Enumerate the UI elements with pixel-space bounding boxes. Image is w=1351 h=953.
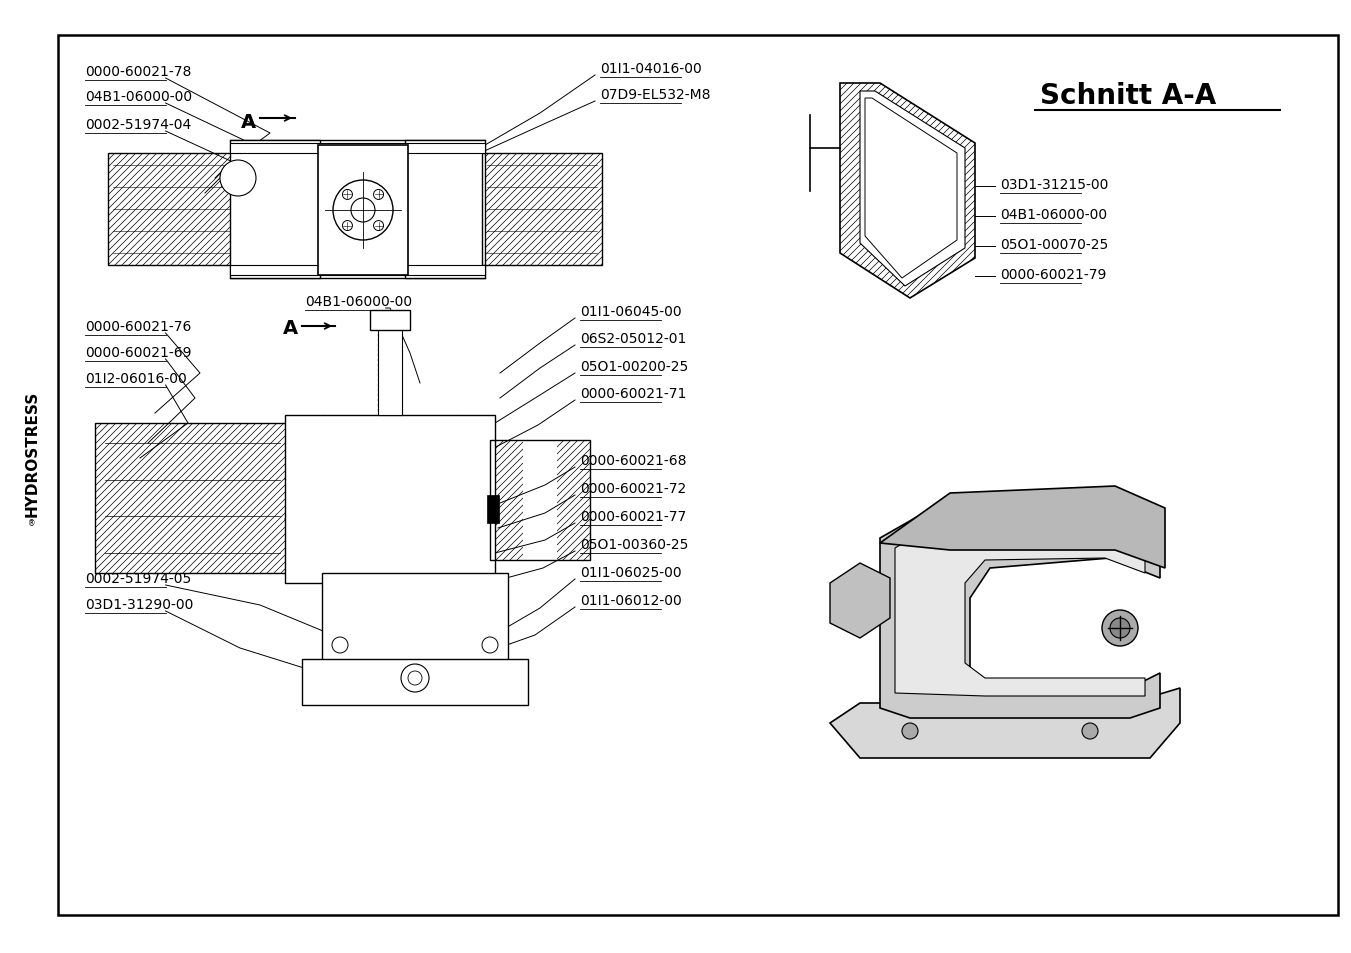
Bar [370,311,409,331]
Polygon shape [894,514,1146,697]
Polygon shape [880,486,1165,568]
Text: 01I1-04016-00: 01I1-04016-00 [600,62,701,76]
Text: Schnitt A-A: Schnitt A-A [1040,82,1216,110]
Bar [482,153,603,266]
Text: 03D1-31215-00: 03D1-31215-00 [1000,178,1108,192]
Circle shape [1102,610,1138,646]
Bar [108,153,236,266]
Bar [230,141,320,278]
Text: 03D1-31290-00: 03D1-31290-00 [85,598,193,612]
Bar [490,440,590,560]
Text: 01I1-06045-00: 01I1-06045-00 [580,305,682,318]
Bar [378,320,403,416]
Text: A: A [282,319,297,338]
Text: 0000-60021-79: 0000-60021-79 [1000,268,1106,282]
Bar [303,659,528,705]
Bar [230,266,485,275]
Bar [95,423,290,574]
Text: 06S2-05012-01: 06S2-05012-01 [580,332,686,346]
Bar [486,496,499,523]
Text: 0002-51974-05: 0002-51974-05 [85,572,192,585]
Text: 05O1-00070-25: 05O1-00070-25 [1000,237,1108,252]
Text: A: A [240,112,255,132]
Bar [317,146,408,275]
Bar [285,416,494,583]
Circle shape [1082,723,1098,740]
Bar [230,144,485,153]
Circle shape [902,723,917,740]
Text: 0000-60021-76: 0000-60021-76 [85,319,192,334]
Bar [405,141,485,278]
Circle shape [482,638,499,654]
Text: 01I2-06016-00: 01I2-06016-00 [85,372,186,386]
Polygon shape [880,489,1161,719]
Text: 05O1-00200-25: 05O1-00200-25 [580,359,688,374]
Text: ®: ® [28,519,35,528]
Text: 0000-60021-72: 0000-60021-72 [580,481,686,496]
Polygon shape [830,563,890,639]
Polygon shape [861,91,965,287]
Circle shape [1111,618,1129,639]
Text: 04B1-06000-00: 04B1-06000-00 [85,90,192,104]
Text: 0002-51974-04: 0002-51974-04 [85,118,192,132]
Bar [322,574,508,663]
Text: HYDROSTRESS: HYDROSTRESS [24,391,39,517]
Text: 0000-60021-71: 0000-60021-71 [580,387,686,400]
Text: 0000-60021-78: 0000-60021-78 [85,65,192,79]
Circle shape [220,161,255,196]
Text: 01I1-06025-00: 01I1-06025-00 [580,565,682,579]
Text: 04B1-06000-00: 04B1-06000-00 [305,294,412,309]
Polygon shape [830,688,1179,759]
Circle shape [401,664,430,692]
Circle shape [332,638,349,654]
Text: 0000-60021-68: 0000-60021-68 [580,454,686,468]
Text: 07D9-EL532-M8: 07D9-EL532-M8 [600,88,711,102]
Text: 01I1-06012-00: 01I1-06012-00 [580,594,682,607]
Text: 0000-60021-77: 0000-60021-77 [580,510,686,523]
Text: 05O1-00360-25: 05O1-00360-25 [580,537,689,552]
Text: 0000-60021-69: 0000-60021-69 [85,346,192,359]
Text: 04B1-06000-00: 04B1-06000-00 [1000,208,1106,222]
